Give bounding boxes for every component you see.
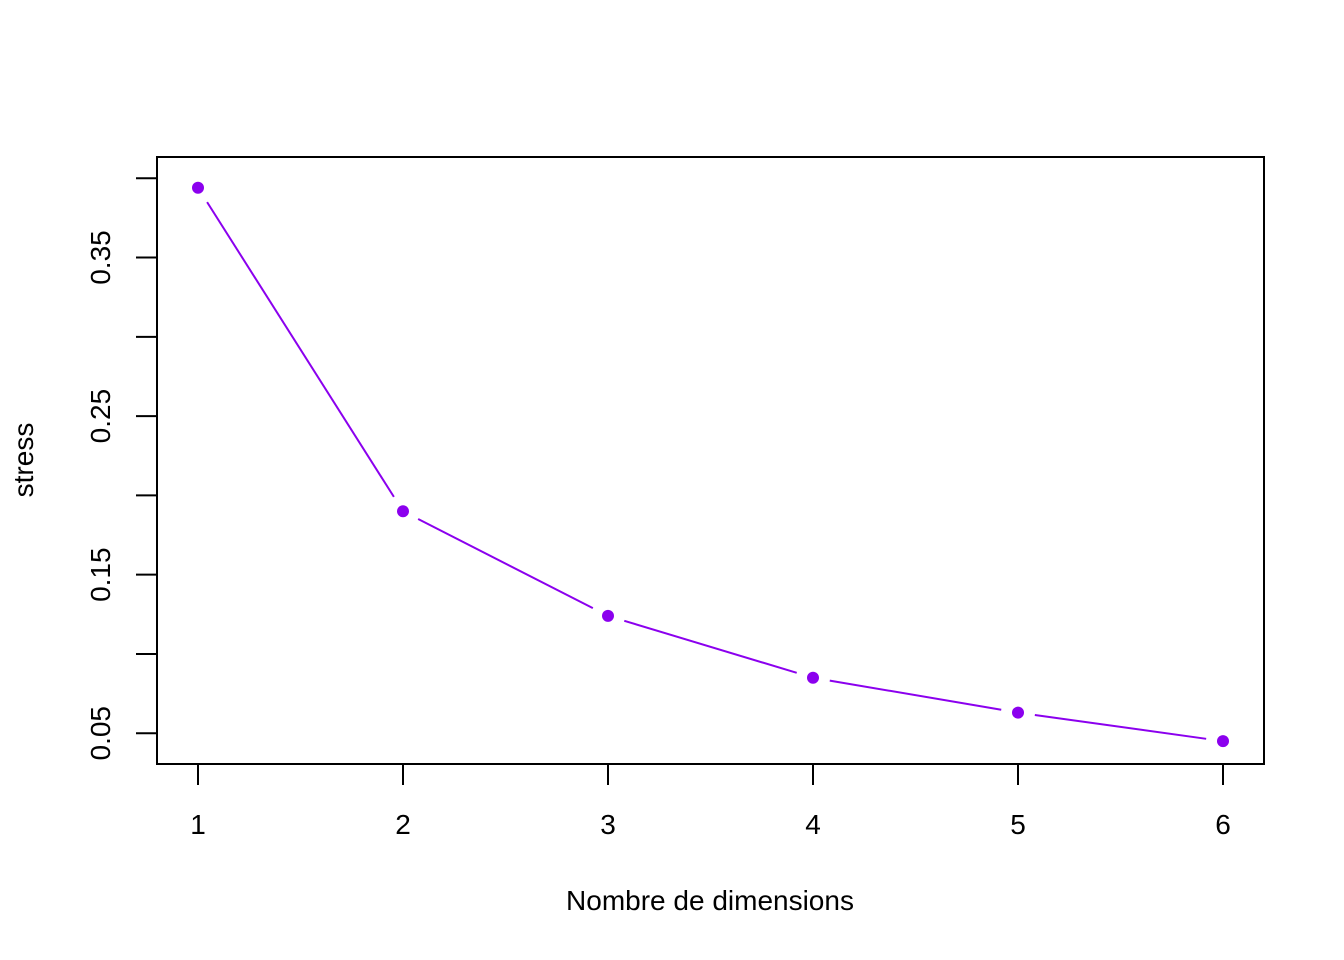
data-point: [807, 671, 819, 684]
series-line-segment: [623, 619, 798, 674]
y-tick-label: 0.25: [85, 389, 116, 444]
series-layer: [192, 181, 1229, 748]
x-tick-label: 1: [190, 809, 206, 840]
data-point: [1217, 735, 1229, 748]
data-point: [192, 181, 204, 194]
data-point: [1012, 706, 1024, 719]
x-tick-label: 6: [1215, 809, 1231, 840]
x-axis: 1 2 3 4 5 6: [190, 763, 1231, 840]
y-tick-label: 0.15: [85, 547, 116, 602]
x-tick-label: 4: [805, 809, 821, 840]
series-line-segment: [829, 679, 1002, 711]
data-point: [602, 609, 614, 622]
series-line-segment: [1034, 713, 1207, 740]
y-tick-label: 0.05: [85, 706, 116, 761]
x-axis-title: Nombre de dimensions: [566, 885, 854, 916]
y-axis: 0.05 0.15 0.25 0.35: [85, 177, 158, 761]
x-tick-label: 5: [1010, 809, 1026, 840]
y-tick-label: 0.35: [85, 230, 116, 285]
y-axis-title: stress: [8, 423, 39, 498]
x-tick-label: 2: [395, 809, 411, 840]
series-line-segment: [206, 201, 395, 498]
series-line-segment: [417, 518, 594, 610]
x-tick-label: 3: [600, 809, 616, 840]
data-point: [397, 505, 409, 518]
